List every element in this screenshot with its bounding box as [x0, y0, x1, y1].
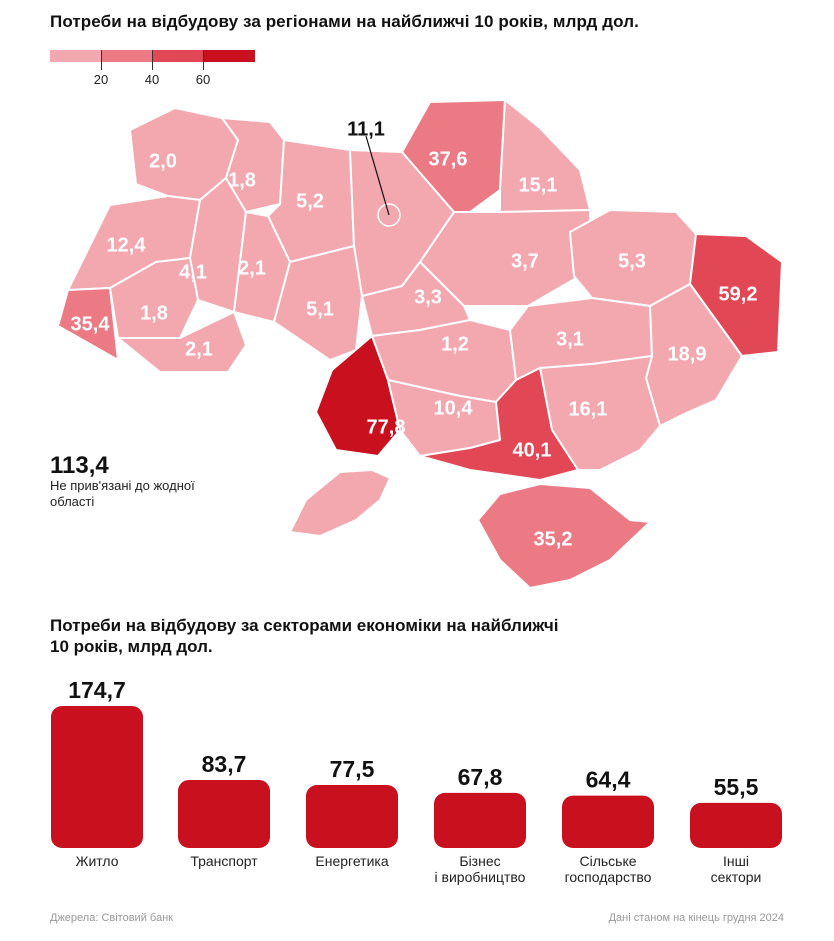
- bar-1: [51, 706, 143, 848]
- region-value-label: 40,1: [513, 439, 552, 461]
- bar-value-label: 55,5: [714, 774, 759, 800]
- legend-tick-label: 60: [195, 72, 211, 87]
- region-value-label: 18,9: [668, 343, 707, 365]
- legend-swatch-3: [152, 50, 204, 62]
- region-value-label: 15,1: [519, 174, 558, 196]
- region-shape: [288, 468, 392, 538]
- region-value-label: 35,4: [71, 313, 111, 335]
- region-value-label: 1,8: [140, 302, 168, 324]
- kyiv-callout-line: [365, 135, 390, 216]
- bar-category-label: Бізнес і виробництво: [435, 853, 526, 885]
- region-shape: [315, 335, 401, 457]
- region-value-label: 10,4: [434, 397, 474, 419]
- legend-tick-mark: [203, 50, 204, 70]
- region-shape: [419, 367, 579, 481]
- legend-tick-mark: [101, 50, 102, 70]
- region-value-label: 37,6: [429, 148, 468, 170]
- region-shape: [477, 483, 651, 589]
- bar-value-label: 64,4: [586, 767, 631, 793]
- region-value-label: 1,2: [441, 333, 469, 355]
- region-value-label: 5,3: [618, 250, 646, 272]
- region-value-label: 1,8: [228, 169, 256, 191]
- region-value-label: 3,3: [414, 286, 442, 308]
- bar-5: [562, 795, 654, 848]
- sectors-chart-title: Потреби на відбудову за секторами економ…: [50, 616, 559, 656]
- legend-swatch-1: [50, 50, 102, 62]
- legend-tick-label: 20: [93, 72, 109, 87]
- bar-category-label: Житло: [76, 853, 119, 869]
- region-value-label: 11,1: [347, 118, 385, 140]
- bar-6: [690, 802, 782, 848]
- region-value-label: 4,1: [179, 261, 207, 283]
- bar-category-label: Енергетика: [315, 853, 388, 869]
- unassigned-value: 113,4: [50, 452, 109, 479]
- region-value-label: 2,1: [185, 338, 213, 360]
- regions-chart-title: Потреби на відбудову за регіонами на най…: [50, 12, 639, 31]
- legend-swatch-2: [101, 50, 153, 62]
- legend-swatch-4: [203, 50, 255, 62]
- region-shape: [221, 117, 285, 213]
- date-note: Дані станом на кінець грудня 2024: [608, 912, 784, 924]
- region-value-label: 35,2: [534, 528, 573, 550]
- sectors-bar-chart: 174,7 Житло 83,7 Транспорт 77,5 Енергетика 67,…: [51, 677, 782, 885]
- region-value-label: 77,8: [367, 416, 406, 438]
- region-value-label: 3,7: [511, 250, 539, 272]
- bar-value-label: 77,5: [330, 756, 375, 782]
- unassigned-caption: Не прив'язані до жодної області: [50, 478, 195, 509]
- bar-category-label: Інші сектори: [711, 853, 762, 885]
- bar-category-label: Сільське господарство: [565, 853, 652, 885]
- region-value-label: 59,2: [719, 283, 758, 305]
- bar-value-label: 174,7: [68, 677, 126, 703]
- color-legend: 20 40 60: [50, 50, 255, 90]
- region-value-label: 5,2: [296, 190, 324, 212]
- region-shape: [233, 211, 291, 323]
- bar-value-label: 83,7: [202, 751, 247, 777]
- bar-category-label: Транспорт: [190, 853, 258, 869]
- region-value-label: 2,0: [149, 150, 177, 172]
- region-value-label: 2,1: [238, 257, 266, 279]
- region-value-label: 5,1: [306, 298, 334, 320]
- region-value-label: 12,4: [107, 234, 147, 256]
- region-shape: [117, 311, 247, 373]
- region-value-label: 3,1: [556, 328, 584, 350]
- bar-value-label: 67,8: [458, 764, 503, 790]
- region-shape: [57, 287, 119, 361]
- legend-tick-mark: [152, 50, 153, 70]
- legend-tick-label: 40: [144, 72, 160, 87]
- source-note: Джерела: Світовий банк: [50, 912, 173, 924]
- bar-3: [306, 785, 398, 848]
- region-value-label: 16,1: [569, 398, 608, 420]
- bar-2: [178, 779, 270, 848]
- bar-4: [434, 792, 526, 848]
- ukraine-regions-map: 2,0 1,8 5,2 11,1 37,6 15,1 12,4 4,1 2,1 3,7 5,3 59,…: [57, 99, 783, 589]
- legend-color-scale: [50, 50, 255, 62]
